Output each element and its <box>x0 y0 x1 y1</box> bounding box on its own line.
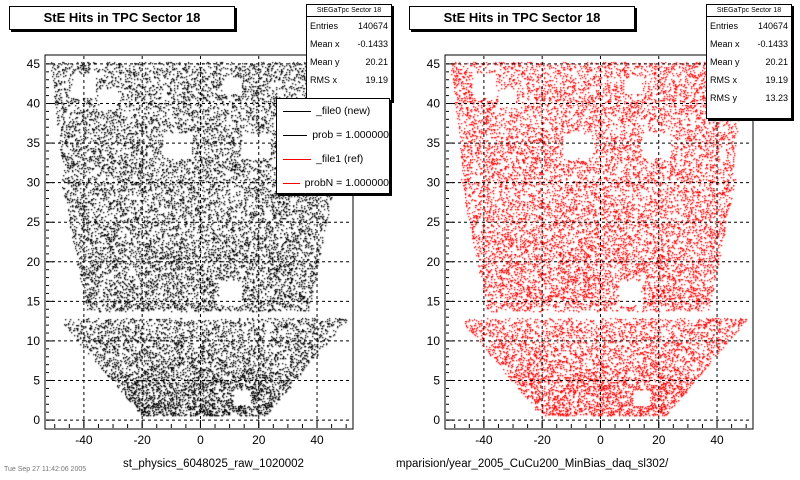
right-chart-title: StE Hits in TPC Sector 18 <box>409 6 635 30</box>
legend-label: _file0 (new) <box>316 105 371 117</box>
y-tick-label: 10 <box>27 334 41 348</box>
y-tick-label: 20 <box>427 255 441 269</box>
legend-line-marker <box>283 134 308 136</box>
stats-value: 13.23 <box>765 93 788 103</box>
legend-label: prob = 1.000000 <box>312 129 389 141</box>
y-tick-label: 35 <box>27 136 41 150</box>
y-tick-label: 45 <box>427 57 441 71</box>
y-tick-label: 5 <box>433 374 440 388</box>
stats-name: StEGaTpc Sector 18 <box>307 5 391 17</box>
legend-line-marker <box>283 158 311 160</box>
plot-frame <box>44 54 354 430</box>
stats-label: Mean y <box>310 57 340 67</box>
stats-row: Entries 140674 <box>707 17 791 35</box>
stats-row: Mean x -0.1433 <box>307 35 391 53</box>
x-tick-label: -40 <box>75 433 93 447</box>
y-tick-label: 25 <box>27 215 41 229</box>
x-tick-label: 20 <box>652 433 666 447</box>
stats-label: RMS x <box>310 75 337 85</box>
x-tick-label: -20 <box>533 433 551 447</box>
stats-row: RMS x 19.19 <box>307 71 391 89</box>
y-tick-label: 20 <box>27 255 41 269</box>
x-tick-label: 0 <box>597 433 604 447</box>
left-file-label: st_physics_6048025_raw_1020002 <box>123 458 304 470</box>
y-tick-label: 15 <box>427 294 441 308</box>
stats-row: Mean y 20.21 <box>707 53 791 71</box>
y-tick-label: 25 <box>427 215 441 229</box>
x-tick-label: 40 <box>710 433 724 447</box>
stats-row: RMS y 13.23 <box>707 89 791 107</box>
right-file-label: mparision/year_2005_CuCu200_MinBias_daq_… <box>396 458 669 470</box>
legend-line-marker <box>283 182 300 184</box>
stats-value: -0.1433 <box>357 39 388 49</box>
stats-value: 140674 <box>757 21 788 31</box>
left-chart-title: StE Hits in TPC Sector 18 <box>9 6 235 30</box>
y-tick-label: 40 <box>27 96 41 110</box>
timestamp: Tue Sep 27 11:42:06 2005 <box>4 466 87 473</box>
stats-name: StEGaTpc Sector 18 <box>707 5 791 17</box>
legend-entry: probN = 1.000000 <box>277 171 389 193</box>
stats-label: RMS y <box>710 93 737 103</box>
legend-entry: _file0 (new) <box>277 99 389 123</box>
legend-entry: prob = 1.000000 <box>277 123 389 147</box>
legend-line-marker <box>283 110 311 112</box>
legend: _file0 (new) prob = 1.000000 _file1 (ref) p… <box>276 98 390 194</box>
stats-row: Mean y 20.21 <box>307 53 391 71</box>
y-tick-label: 5 <box>33 374 40 388</box>
left-stats-box: StEGaTpc Sector 18 Entries 140674 Mean x -0… <box>306 4 392 101</box>
y-tick-label: 15 <box>27 294 41 308</box>
y-tick-label: 10 <box>427 334 441 348</box>
y-tick-label: 0 <box>33 413 40 427</box>
stats-value: 20.21 <box>365 57 388 67</box>
stats-label: Entries <box>310 21 339 31</box>
x-tick-label: 0 <box>197 433 204 447</box>
y-tick-label: 30 <box>427 176 441 190</box>
stats-value: 20.21 <box>765 57 788 67</box>
legend-label: probN = 1.000000 <box>304 177 389 189</box>
y-tick-label: 0 <box>433 413 440 427</box>
stats-label: Mean y <box>710 57 740 67</box>
stats-value: -0.1433 <box>757 39 788 49</box>
stats-label: Mean x <box>310 39 340 49</box>
x-tick-label: 40 <box>310 433 324 447</box>
stats-label: RMS x <box>710 75 737 85</box>
stats-value: 19.19 <box>365 75 388 85</box>
stats-value: 19.19 <box>765 75 788 85</box>
y-tick-label: 35 <box>427 136 441 150</box>
stats-row: Mean x -0.1433 <box>707 35 791 53</box>
x-tick-label: -40 <box>475 433 493 447</box>
y-tick-label: 45 <box>27 57 41 71</box>
stats-label: Entries <box>710 21 739 31</box>
right-stats-box: StEGaTpc Sector 18 Entries 140674 Mean x -0… <box>706 4 792 119</box>
stats-row: Entries 140674 <box>307 17 391 35</box>
y-tick-label: 30 <box>27 176 41 190</box>
stats-row: RMS x 19.19 <box>707 71 791 89</box>
x-tick-label: 20 <box>252 433 266 447</box>
legend-label: _file1 (ref) <box>316 153 364 165</box>
stats-label: Mean x <box>710 39 740 49</box>
stats-value: 140674 <box>357 21 388 31</box>
legend-entry: _file1 (ref) <box>277 147 389 171</box>
plot-frame <box>444 54 754 430</box>
y-tick-label: 40 <box>427 96 441 110</box>
x-tick-label: -20 <box>133 433 151 447</box>
